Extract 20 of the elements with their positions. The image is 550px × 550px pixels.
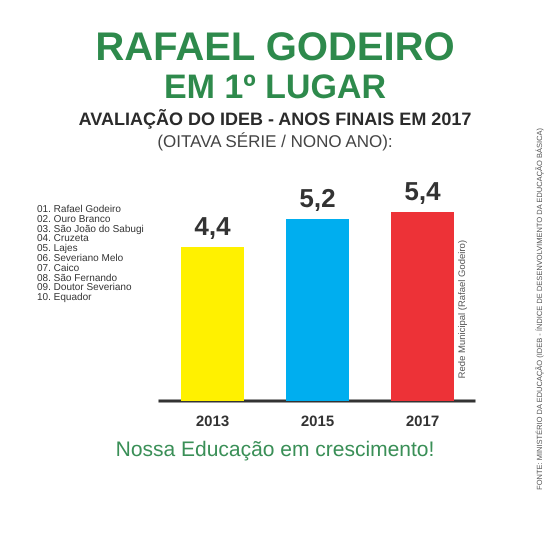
text: 06. Severiano Melo — [37, 253, 124, 264]
x-tick-label: 2015 — [300, 413, 334, 430]
text: 04. Cruzeta — [37, 233, 89, 244]
chart-title: RAFAEL GODEIRO EM 1º LUGAR — [94, 24, 456, 106]
text: Nossa Educação em crescimento! — [116, 438, 434, 461]
text: 10. Equador — [37, 292, 92, 304]
text: 09. Doutor Severiano — [37, 282, 132, 294]
text: 05. Lajes — [37, 243, 78, 254]
text: 01. Rafael Godeiro — [37, 204, 121, 215]
annotation: Rede Municipal (Rafael Godeiro) — [457, 240, 468, 378]
text: 08. São Fernando — [37, 272, 118, 284]
text: 03. São João do Sabugi — [37, 224, 144, 235]
x-tick-label: 2013 — [196, 413, 230, 430]
data-label: 5,2 — [299, 183, 336, 214]
text: 02. Ouro Branco — [37, 214, 110, 225]
data-label: 5,4 — [404, 176, 442, 206]
text: 07. Caico — [37, 262, 80, 274]
x-tick-label: 2017 — [406, 413, 440, 430]
data-label: 4,4 — [194, 211, 232, 242]
chart-subtitle: AVALIAÇÃO DO IDEB - ANOS FINAIS EM 2017 (OITAVA SÉRIE / NONO ANO): — [78, 109, 472, 151]
